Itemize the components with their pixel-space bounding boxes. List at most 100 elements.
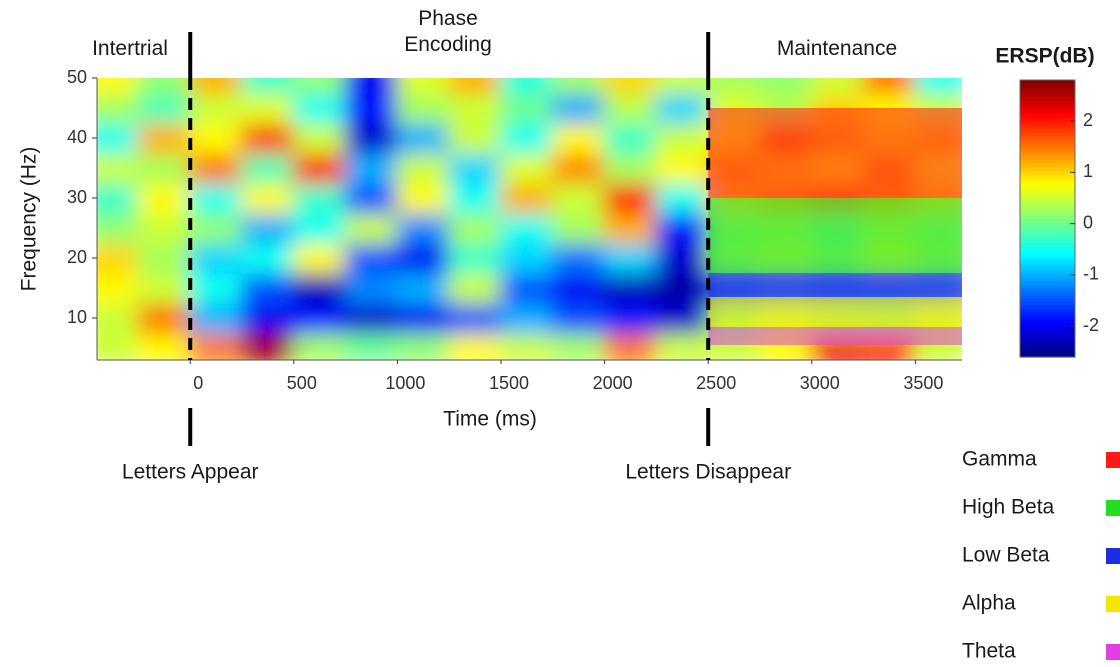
heatmap-cell	[603, 92, 658, 124]
heatmap-cell	[551, 272, 606, 304]
heatmap-cell	[551, 242, 606, 274]
heatmap-cell	[292, 242, 347, 274]
heatmap-cell	[396, 78, 451, 94]
heatmap-cell	[97, 272, 140, 304]
heatmap-cell	[292, 332, 347, 360]
heatmap-cell	[189, 212, 244, 244]
colorbar-title: ERSP(dB)	[995, 45, 1094, 68]
heatmap-cell	[500, 92, 554, 124]
x-tick-label: 3500	[903, 373, 943, 393]
heatmap-cell	[189, 272, 244, 304]
colorbar-step	[1020, 208, 1075, 213]
colorbar-tick-label: -1	[1083, 264, 1099, 284]
colorbar-step	[1020, 336, 1075, 341]
heatmap-cell	[97, 92, 140, 124]
colorbar-step	[1020, 93, 1075, 98]
colorbar-step	[1020, 128, 1075, 133]
colorbar-step	[1020, 166, 1075, 171]
event-label: Letters Appear	[122, 461, 259, 484]
heatmap-cell	[189, 242, 244, 274]
heatmap-cell	[500, 332, 554, 360]
legend-swatch	[1106, 452, 1120, 468]
heatmap-cell	[344, 212, 399, 244]
heatmap-cell	[241, 182, 295, 214]
heatmap-cell	[603, 182, 658, 214]
heatmap-cell	[241, 302, 295, 334]
colorbar-step	[1020, 350, 1075, 355]
heatmap-cell	[97, 332, 140, 360]
heatmap-cell	[603, 78, 658, 94]
heatmap-cell	[97, 122, 140, 154]
heatmap-cell	[396, 302, 451, 334]
y-tick-label: 30	[67, 187, 87, 207]
heatmap-cell	[551, 332, 606, 360]
colorbar-step	[1020, 294, 1075, 299]
heatmap-cell	[241, 122, 295, 154]
colorbar-step	[1020, 125, 1075, 130]
x-tick-label: 1000	[385, 373, 425, 393]
heatmap-cell	[551, 182, 606, 214]
x-tick-label: 0	[193, 373, 203, 393]
event-label: Letters Disappear	[625, 461, 791, 484]
y-axis-label: Frequency (Hz)	[18, 147, 41, 292]
colorbar-step	[1020, 270, 1075, 275]
colorbar-step	[1020, 253, 1075, 258]
y-tick-label: 40	[67, 127, 87, 147]
heatmap-cell	[344, 182, 399, 214]
colorbar-step	[1020, 90, 1075, 95]
heatmap-cell	[137, 122, 192, 154]
colorbar-step	[1020, 197, 1075, 202]
heatmap-cell	[551, 212, 606, 244]
heatmap-cell	[551, 78, 606, 94]
heatmap-cell	[603, 212, 658, 244]
heatmap-cell	[292, 152, 347, 184]
heatmap-cell	[97, 182, 140, 214]
heatmap-cell	[241, 272, 295, 304]
colorbar-step	[1020, 298, 1075, 303]
colorbar-tick-label: 1	[1083, 161, 1093, 181]
heatmap-cell	[292, 272, 347, 304]
colorbar-step	[1020, 156, 1075, 161]
x-tick-label: 500	[287, 373, 317, 393]
heatmap-cell	[137, 332, 192, 360]
colorbar-step	[1020, 135, 1075, 140]
heatmap-cell	[189, 152, 244, 184]
colorbar-step	[1020, 183, 1075, 188]
heatmap-cell	[655, 152, 710, 184]
heatmap-cell	[137, 212, 192, 244]
heatmap-cell	[241, 152, 295, 184]
heatmap-cell	[914, 78, 962, 94]
heatmap-cell	[189, 78, 244, 94]
heatmap-cell	[448, 332, 503, 360]
colorbar-step	[1020, 118, 1075, 123]
heatmap-cell	[655, 212, 710, 244]
heatmap-cell	[603, 242, 658, 274]
colorbar-step	[1020, 163, 1075, 168]
colorbar-step	[1020, 173, 1075, 178]
colorbar-step	[1020, 256, 1075, 261]
heatmap-cell	[292, 92, 347, 124]
heatmap-cell	[603, 332, 658, 360]
colorbar-step	[1020, 211, 1075, 216]
colorbar-step	[1020, 239, 1075, 244]
heatmap-cell	[189, 122, 244, 154]
colorbar-step	[1020, 190, 1075, 195]
colorbar-step	[1020, 353, 1075, 358]
heatmap-cell	[448, 272, 503, 304]
heatmap-cell	[241, 332, 295, 360]
legend-swatch	[1106, 644, 1120, 660]
heatmap-cell	[137, 272, 192, 304]
colorbar-step	[1020, 215, 1075, 220]
colorbar-step	[1020, 277, 1075, 282]
colorbar-step	[1020, 225, 1075, 230]
x-tick-label: 3000	[800, 373, 840, 393]
heatmap-cell	[344, 332, 399, 360]
colorbar-step	[1020, 260, 1075, 265]
colorbar-step	[1020, 145, 1075, 150]
colorbar-step	[1020, 201, 1075, 206]
heatmap-cell	[500, 78, 554, 94]
phase-label: Intertrial	[92, 37, 168, 60]
heatmap-cell	[448, 212, 503, 244]
colorbar-step	[1020, 249, 1075, 254]
